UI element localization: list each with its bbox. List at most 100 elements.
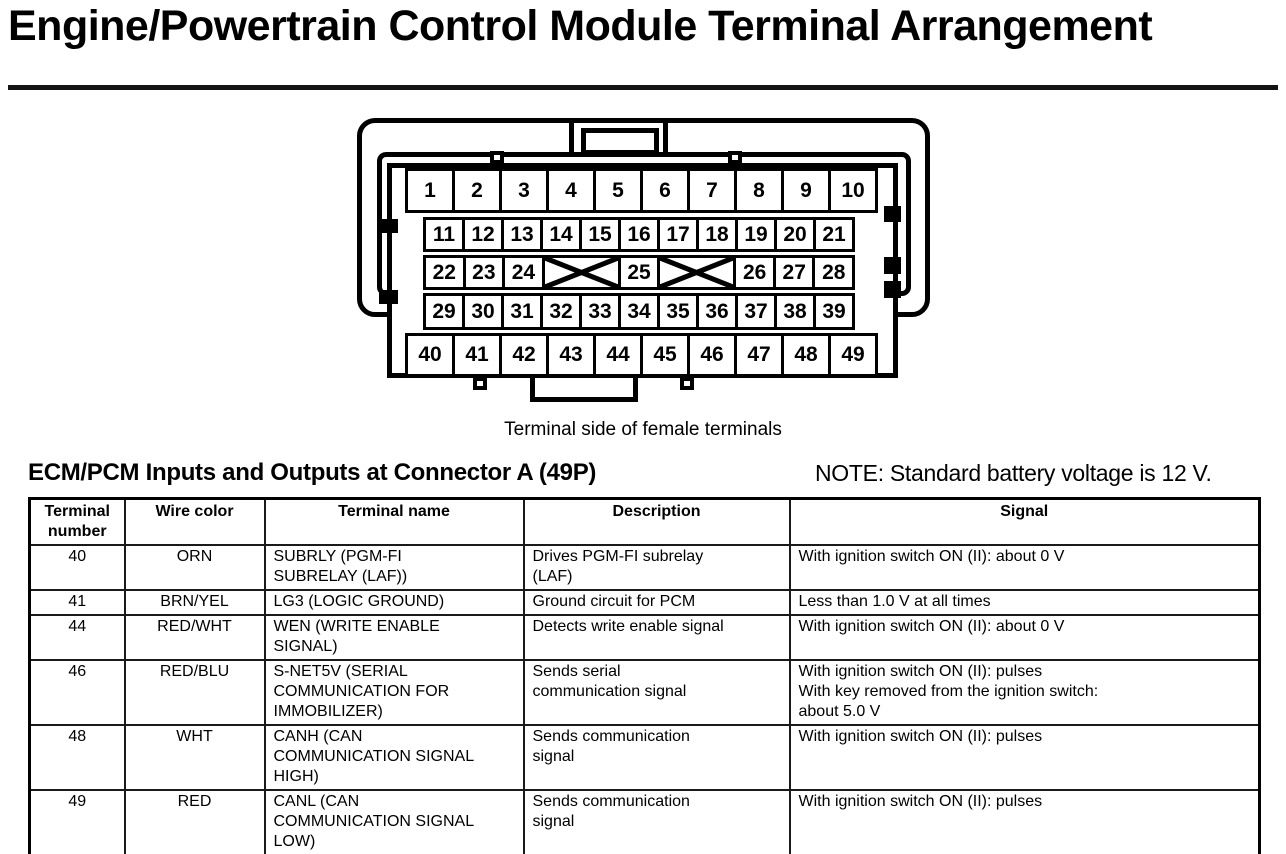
battery-voltage-note: NOTE: Standard battery voltage is 12 V. xyxy=(815,460,1212,486)
cell-terminal: 46 xyxy=(28,659,126,726)
pin-cell: 5 xyxy=(593,168,643,213)
pin-number: 47 xyxy=(747,343,771,366)
section-heading: ECM/PCM Inputs and Outputs at Connector … xyxy=(28,459,597,486)
pin-number: 4 xyxy=(565,178,577,202)
cell-signal: With ignition switch ON (II): about 0 V xyxy=(788,544,1261,591)
side-lug xyxy=(884,206,901,222)
pin-row-1: 1 2 3 4 5 6 7 8 9 10 xyxy=(405,168,878,213)
pin-cell: 4 xyxy=(546,168,596,213)
pin-row-5: 40 41 42 43 44 45 46 47 48 49 xyxy=(405,333,878,377)
pin-cell: 3 xyxy=(499,168,549,213)
pin-number: 16 xyxy=(627,222,651,246)
pin-row-2: 11 12 13 14 15 16 17 18 19 20 21 xyxy=(423,217,855,252)
pin-cell: 49 xyxy=(828,333,878,377)
pin-number: 2 xyxy=(471,178,483,202)
pin-cell: 23 xyxy=(462,255,506,290)
pin-number: 34 xyxy=(627,299,651,323)
pin-number: 33 xyxy=(588,299,612,323)
pin-number: 13 xyxy=(510,222,534,246)
pin-number: 24 xyxy=(511,260,536,284)
table-row: 49 RED CANL (CAN COMMUNICATION SIGNAL LOW)… xyxy=(28,789,1261,854)
pin-cell: 45 xyxy=(640,333,690,377)
pin-number: 49 xyxy=(841,343,865,366)
title-divider xyxy=(8,85,1278,90)
pin-number: 39 xyxy=(822,299,846,323)
pin-cell: 16 xyxy=(618,217,660,252)
pin-number: 3 xyxy=(518,178,530,202)
cell-name: S-NET5V (SERIAL COMMUNICATION FOR IMMOBI… xyxy=(263,659,525,726)
cell-wire: RED xyxy=(123,789,266,854)
pin-cell: 8 xyxy=(734,168,784,213)
connector-bottom-latch xyxy=(530,376,638,402)
page-title: Engine/Powertrain Control Module Termina… xyxy=(8,2,1153,50)
pin-number: 7 xyxy=(706,178,718,202)
pin-number: 9 xyxy=(800,178,812,202)
cell-description: Sends serial communication signal xyxy=(522,659,791,726)
pin-number: 20 xyxy=(783,222,807,246)
pin-cell: 26 xyxy=(733,255,776,290)
cell-signal: With ignition switch ON (II): pulses xyxy=(788,789,1261,854)
pin-cell: 9 xyxy=(781,168,831,213)
pin-cell: 35 xyxy=(657,293,699,330)
pin-cell: 29 xyxy=(423,293,465,330)
pin-number: 30 xyxy=(471,299,495,323)
side-lug xyxy=(884,257,901,274)
pin-cell: 39 xyxy=(813,293,855,330)
pin-cell: 34 xyxy=(618,293,660,330)
cell-terminal: 48 xyxy=(28,724,126,791)
pin-number: 12 xyxy=(471,222,495,246)
pin-number: 21 xyxy=(822,222,846,246)
cell-wire: RED/BLU xyxy=(123,659,266,726)
cell-description: Sends communication signal xyxy=(522,789,791,854)
pin-cell: 48 xyxy=(781,333,831,377)
pin-cell: 20 xyxy=(774,217,816,252)
cell-terminal: 49 xyxy=(28,789,126,854)
pin-number: 26 xyxy=(742,260,767,284)
cell-wire: ORN xyxy=(123,544,266,591)
pin-number: 18 xyxy=(705,222,729,246)
pin-number: 1 xyxy=(424,178,436,202)
keying-notch xyxy=(728,151,742,164)
side-lug xyxy=(379,290,398,304)
cell-terminal: 40 xyxy=(28,544,126,591)
pin-cell: 37 xyxy=(735,293,777,330)
header-terminal-name: Terminal name xyxy=(263,497,525,546)
pin-cell: 13 xyxy=(501,217,543,252)
pin-number: 28 xyxy=(822,260,846,284)
pin-cell: 10 xyxy=(828,168,878,213)
cell-terminal: 44 xyxy=(28,614,126,661)
pin-cell-blocked xyxy=(541,255,621,290)
pin-cell: 30 xyxy=(462,293,504,330)
pin-cell: 17 xyxy=(657,217,699,252)
cell-name: CANH (CAN COMMUNICATION SIGNAL HIGH) xyxy=(263,724,525,791)
cell-signal: Less than 1.0 V at all times xyxy=(788,589,1261,616)
connector-top-latch xyxy=(569,120,668,155)
side-lug xyxy=(884,281,901,298)
pin-cell: 46 xyxy=(687,333,737,377)
diagram-caption: Terminal side of female terminals xyxy=(504,419,782,440)
keying-notch xyxy=(473,377,487,390)
pin-number: 38 xyxy=(783,299,807,323)
io-table: Terminal number Wire color Terminal name… xyxy=(28,497,1261,854)
cell-wire: WHT xyxy=(123,724,266,791)
table-header-row: Terminal number Wire color Terminal name… xyxy=(28,497,1261,546)
pin-number: 23 xyxy=(472,260,496,284)
pin-cell: 38 xyxy=(774,293,816,330)
pin-number: 6 xyxy=(659,178,671,202)
connector-top-latch-inner xyxy=(581,128,659,155)
pin-number: 41 xyxy=(465,343,489,366)
pin-cell: 6 xyxy=(640,168,690,213)
cell-name: CANL (CAN COMMUNICATION SIGNAL LOW) xyxy=(263,789,525,854)
pin-cell-blocked xyxy=(657,255,737,290)
pin-cell: 15 xyxy=(579,217,621,252)
pin-number: 36 xyxy=(705,299,729,323)
pin-row-3: 22 23 24 25 26 27 28 xyxy=(423,255,856,290)
pin-number: 17 xyxy=(666,222,690,246)
pin-number: 15 xyxy=(588,222,612,246)
cell-wire: BRN/YEL xyxy=(123,589,266,616)
pin-cell: 25 xyxy=(617,255,661,290)
pin-number: 44 xyxy=(606,343,630,366)
cell-description: Ground circuit for PCM xyxy=(522,589,791,616)
pin-cell: 31 xyxy=(501,293,543,330)
